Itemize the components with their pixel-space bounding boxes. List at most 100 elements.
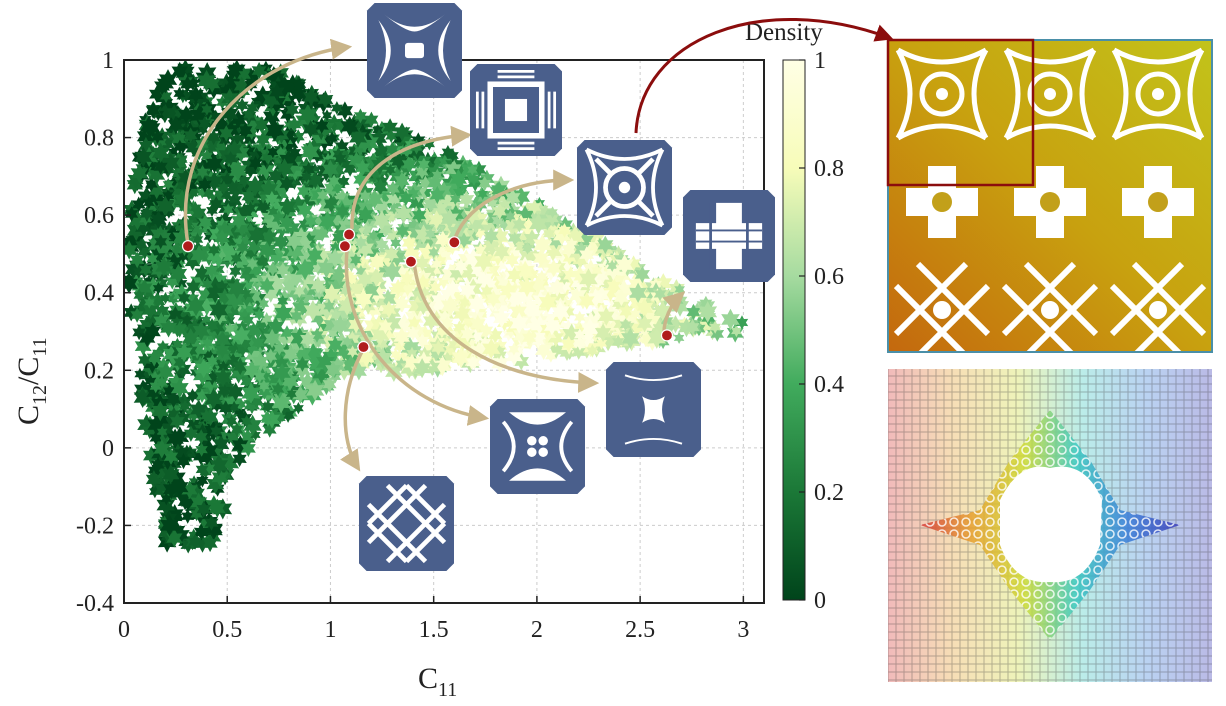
scatter-star (151, 457, 165, 473)
scatter-star (430, 198, 449, 219)
scatter-star (266, 273, 286, 295)
scatter-star (685, 318, 700, 336)
scatter-star (338, 287, 355, 306)
scatter-star (238, 67, 251, 82)
colorbar-tick-label: 0.2 (814, 480, 844, 506)
scatter-star (390, 348, 402, 361)
scatter-star (162, 464, 180, 485)
scatter-star (232, 405, 246, 420)
scatter-star (292, 78, 306, 94)
scatter-star (380, 189, 395, 205)
scatter-star (561, 335, 576, 353)
scatter-star (161, 152, 180, 174)
scatter-star (316, 318, 332, 336)
scatter-star (531, 333, 545, 349)
scatter-star (372, 123, 384, 137)
scatter-star (243, 107, 255, 122)
scatter-star (615, 254, 634, 276)
scatter-star (467, 163, 478, 176)
scatter-star (162, 221, 177, 238)
scatter-star (191, 232, 204, 247)
scatter-star (286, 240, 304, 262)
scatter-star (334, 151, 347, 166)
scatter-star (459, 280, 476, 300)
scatter-star (621, 327, 640, 349)
scatter-star (150, 224, 169, 246)
scatter-star (258, 297, 270, 310)
scatter-star (232, 450, 247, 468)
scatter-star (157, 362, 175, 382)
scatter-star (428, 210, 445, 230)
scatter-star (450, 192, 461, 206)
scatter-star (457, 232, 471, 249)
scatter-star (124, 206, 139, 222)
scatter-star (552, 224, 571, 246)
scatter-star (227, 277, 247, 300)
scatter-star (260, 411, 272, 425)
scatter-star (148, 463, 160, 477)
scatter-star (406, 346, 418, 360)
scatter-star (354, 108, 367, 124)
scatter-star (324, 178, 341, 199)
scatter-star (559, 343, 575, 361)
scatter-star (379, 289, 397, 309)
scatter-star (384, 210, 396, 224)
scatter-star (273, 340, 286, 356)
scatter-star (580, 317, 600, 340)
scatter-star (261, 150, 273, 164)
scatter-star (489, 304, 504, 321)
scatter-star (192, 321, 210, 341)
scatter-star (298, 217, 311, 232)
scatter-star (424, 358, 440, 377)
scatter-star (211, 399, 223, 413)
scatter-star (153, 158, 168, 175)
scatter-star (667, 315, 684, 334)
scatter-star (417, 157, 430, 172)
scatter-star (411, 132, 426, 149)
scatter-star (678, 317, 695, 338)
scatter-star (415, 274, 431, 292)
scatter-star (626, 255, 641, 272)
scatter-star (168, 373, 185, 392)
scatter-star (647, 327, 666, 349)
scatter-star (540, 334, 556, 352)
scatter-star (302, 231, 316, 248)
scatter-star (286, 333, 299, 347)
scatter-star (477, 189, 491, 206)
scatter-star (144, 296, 155, 309)
scatter-star (329, 161, 345, 179)
scatter-star (261, 207, 280, 229)
scatter-star (483, 227, 499, 245)
scatter-star (264, 348, 278, 364)
scatter-star (176, 318, 195, 339)
scatter-star (134, 336, 152, 356)
scatter-star (380, 156, 398, 177)
scatter-star (453, 320, 466, 335)
colorbar-tick-label: 0.6 (814, 264, 844, 290)
scatter-star (207, 294, 223, 313)
scatter-star (124, 273, 138, 294)
scatter-star (228, 60, 246, 80)
scatter-star (507, 237, 524, 257)
scatter-star (277, 294, 289, 308)
scatter-star (635, 297, 654, 318)
scatter-star (331, 315, 350, 337)
scatter-star (350, 253, 362, 267)
scatter-star (174, 444, 189, 463)
scatter-star (341, 354, 361, 377)
scatter-star (185, 278, 201, 296)
scatter-star (394, 313, 414, 336)
scatter-star (440, 295, 460, 317)
highlighted-point (404, 255, 418, 268)
scatter-star (157, 425, 168, 438)
scatter-star (219, 133, 231, 148)
x-axis-label: C11 (418, 662, 457, 701)
scatter-star (336, 273, 349, 288)
scatter-star (493, 242, 510, 261)
zoom-callout-arrow (634, 18, 894, 134)
scatter-star (244, 162, 258, 178)
scatter-star (335, 189, 350, 206)
scatter-star (291, 260, 306, 278)
scatter-star (356, 238, 374, 259)
